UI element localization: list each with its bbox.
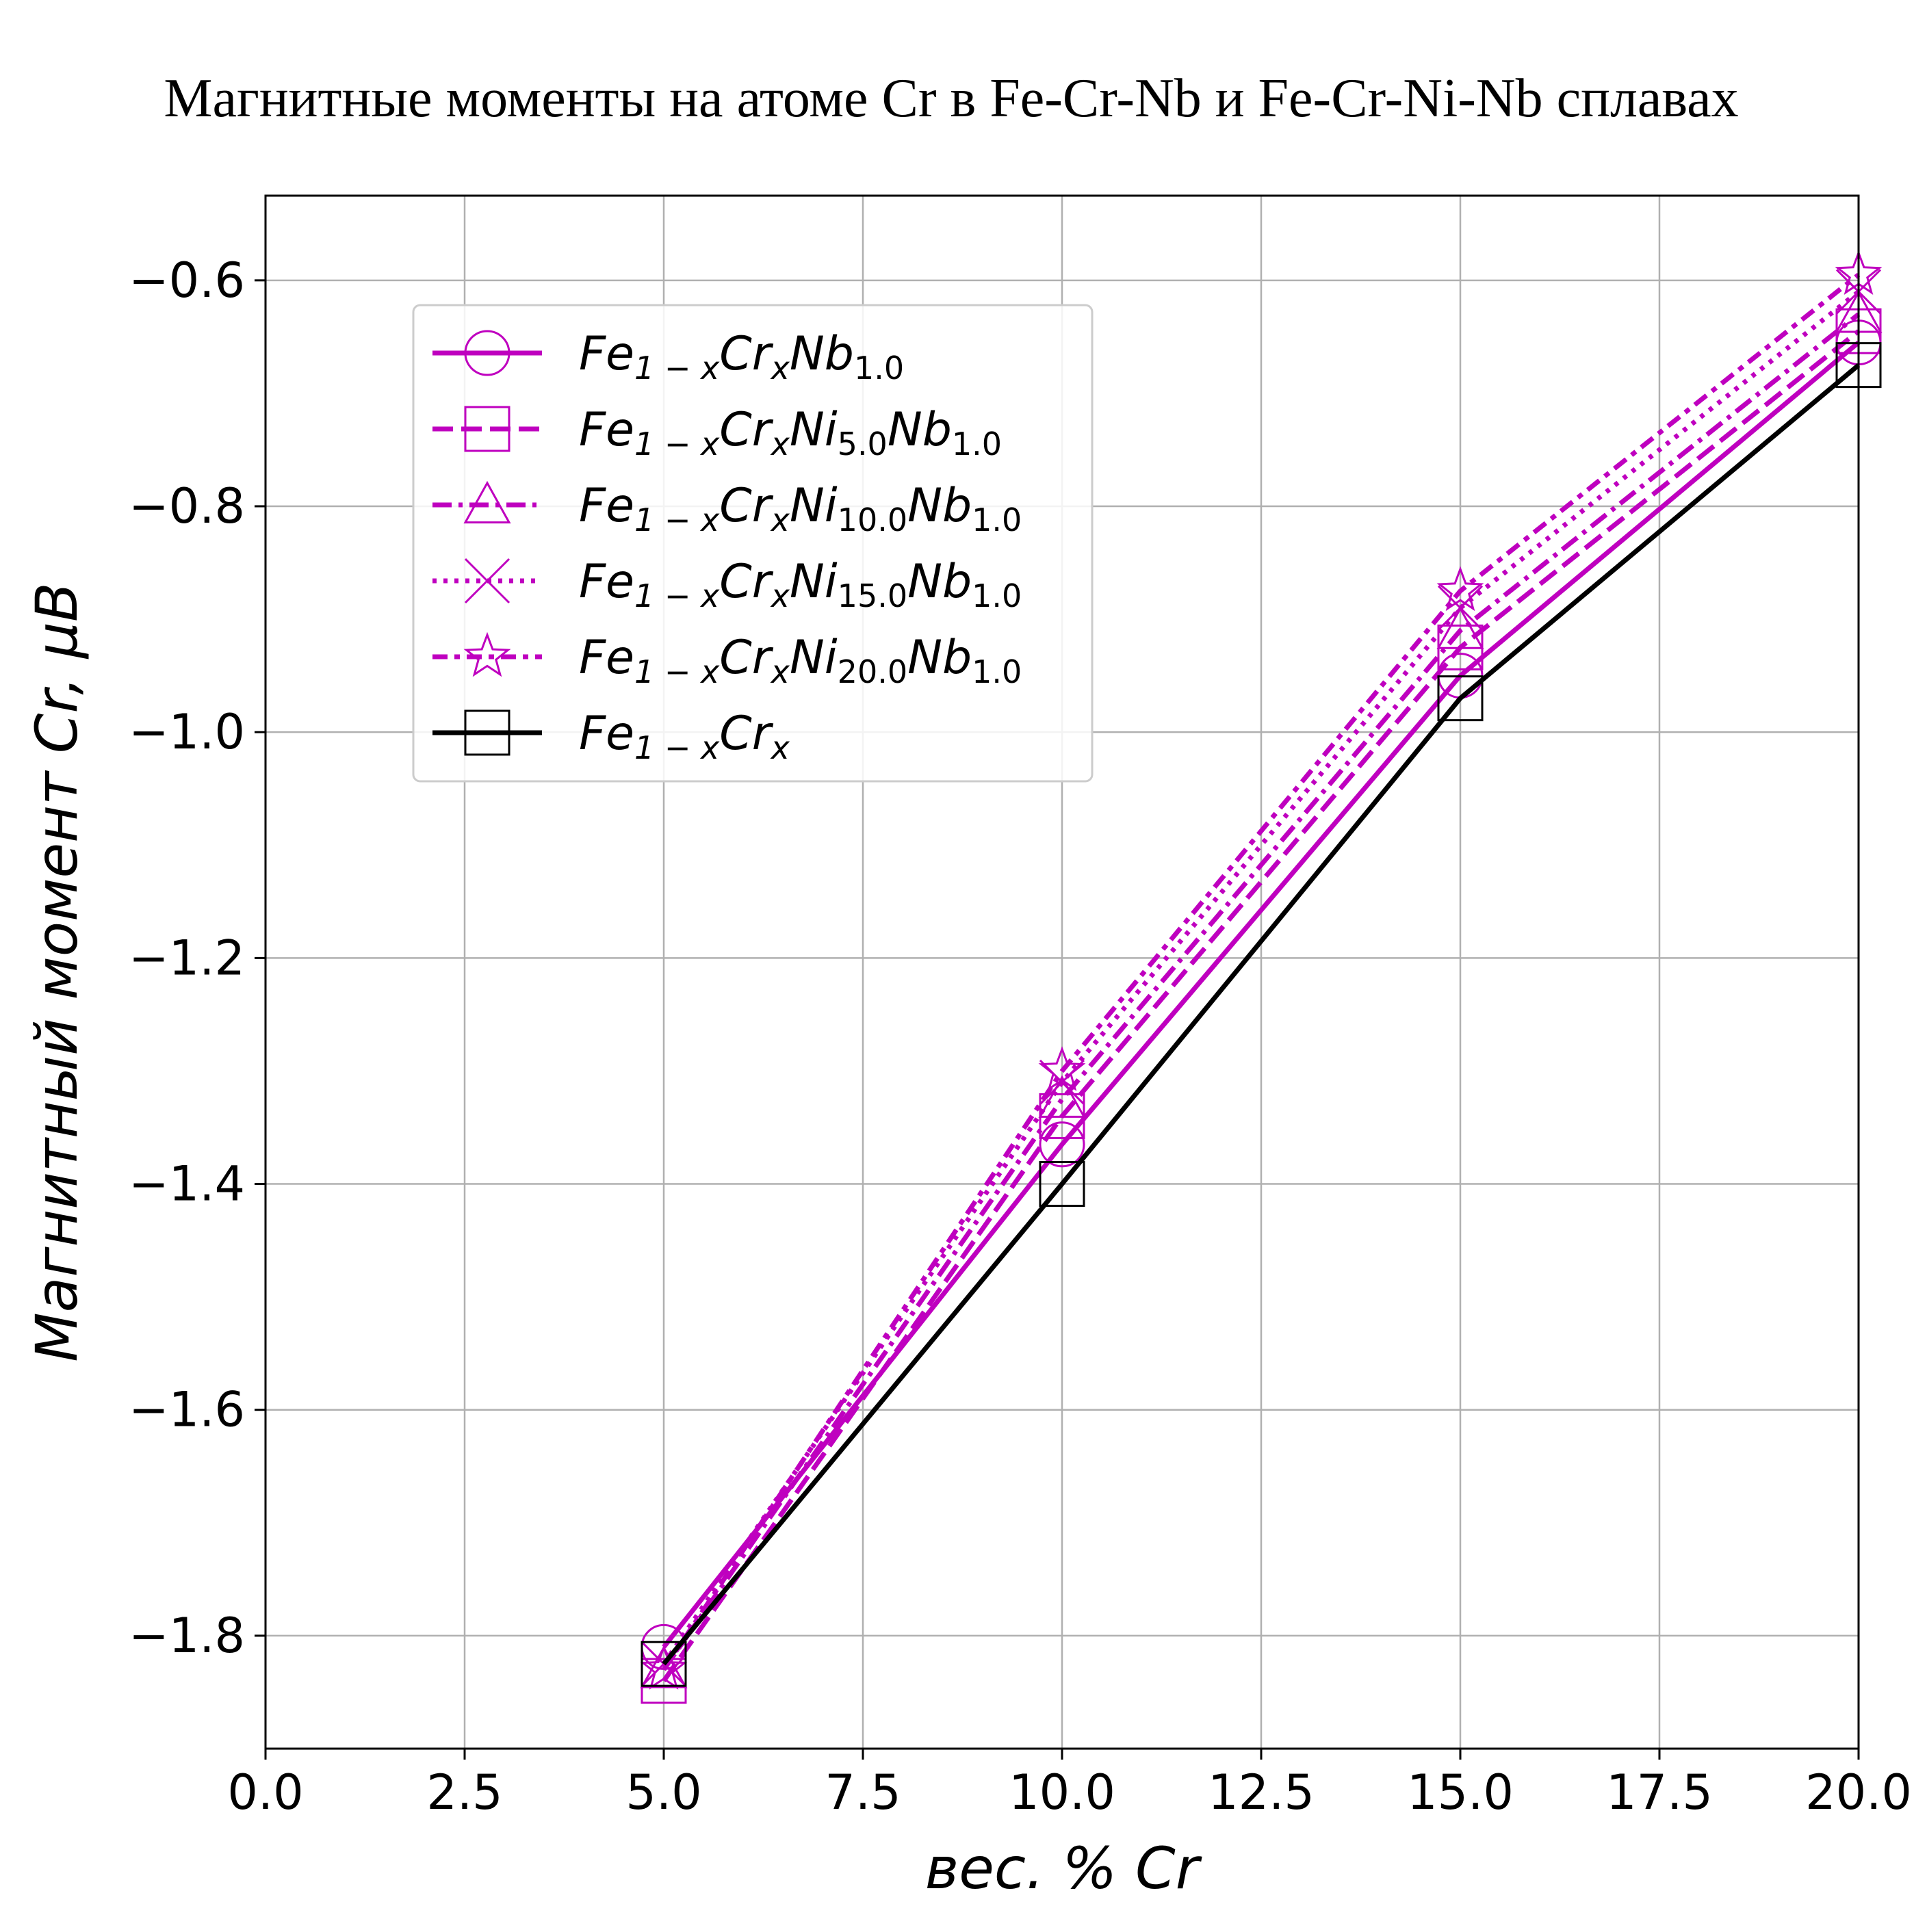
- legend-marker-1: [464, 406, 510, 452]
- axis-ticks: 0.0 2.5 5.0 7.5 10.0 12.5 15.0 17.5 20.0 −1.8 −1.6…: [129, 252, 1912, 1820]
- legend-marker-4: [463, 631, 511, 677]
- x-tick-label: 17.5: [1606, 1764, 1713, 1820]
- x-tick-label: 20.0: [1805, 1764, 1912, 1820]
- series-line-4: [662, 272, 1861, 1671]
- chart-title: Магнитные моменты на атоме Cr в Fe-Cr-Nb…: [164, 68, 1738, 129]
- x-tick-label: 7.5: [825, 1764, 901, 1820]
- x-tick-label: 0.0: [227, 1764, 303, 1820]
- data-point-5-2: [1437, 675, 1484, 722]
- series-line-2: [662, 312, 1861, 1671]
- y-axis-label: Магнитный момент Cr, μB: [23, 582, 90, 1361]
- y-tick-label: −0.8: [129, 478, 245, 534]
- y-tick-label: −1.6: [129, 1382, 245, 1438]
- legend-entry: Fe1 − xCrx: [579, 707, 790, 766]
- legend-entry: Fe1 − xCrxNi10.0Nb1.0: [579, 479, 1022, 538]
- x-tick-label: 10.0: [1009, 1764, 1115, 1820]
- series-line-1: [662, 329, 1861, 1682]
- y-tick-label: −0.6: [129, 252, 245, 309]
- y-tick-label: −1.8: [129, 1608, 245, 1664]
- x-tick-label: 2.5: [426, 1764, 502, 1820]
- series-line-5: [662, 363, 1861, 1666]
- x-tick-label: 15.0: [1407, 1764, 1514, 1820]
- y-tick-label: −1.0: [129, 704, 245, 760]
- y-tick-label: −1.4: [129, 1156, 245, 1212]
- legend-marker-5: [464, 709, 510, 756]
- legend: Fe1 − xCrxNb1.0 Fe1 − xCrxNi5.0Nb1.0 Fe1 −…: [412, 304, 1094, 783]
- legend-marker-0: [464, 330, 510, 376]
- legend-marker-3: [464, 558, 510, 604]
- data-point-4-1: [1038, 1046, 1086, 1091]
- series-4: [640, 250, 1883, 1690]
- series-5: [641, 342, 1882, 1687]
- data-point-5-0: [641, 1641, 687, 1687]
- legend-entry: Fe1 − xCrxNi15.0Nb1.0: [579, 555, 1022, 614]
- plot-series: [640, 250, 1883, 1704]
- y-tick-label: −1.2: [129, 930, 245, 986]
- data-point-2-1: [1038, 1075, 1086, 1118]
- data-point-2-0: [640, 1645, 688, 1688]
- legend-entry: Fe1 − xCrxNi20.0Nb1.0: [579, 631, 1022, 690]
- series-2: [640, 290, 1883, 1688]
- x-tick-label: 5.0: [625, 1764, 701, 1820]
- data-point-0-1: [1039, 1121, 1085, 1168]
- x-axis-label: вес. % Cr: [925, 1835, 1202, 1902]
- data-point-4-2: [1436, 566, 1484, 612]
- legend-entry: Fe1 − xCrxNi5.0Nb1.0: [579, 403, 1002, 462]
- x-tick-label: 12.5: [1208, 1764, 1315, 1820]
- legend-box: [412, 304, 1094, 783]
- data-point-4-0: [640, 1645, 688, 1690]
- data-point-2-2: [1436, 606, 1484, 649]
- data-point-5-1: [1039, 1161, 1085, 1208]
- legend-marker-2: [463, 480, 511, 524]
- legend-entry: Fe1 − xCrxNb1.0: [579, 327, 904, 387]
- data-point-3-2: [1437, 585, 1484, 631]
